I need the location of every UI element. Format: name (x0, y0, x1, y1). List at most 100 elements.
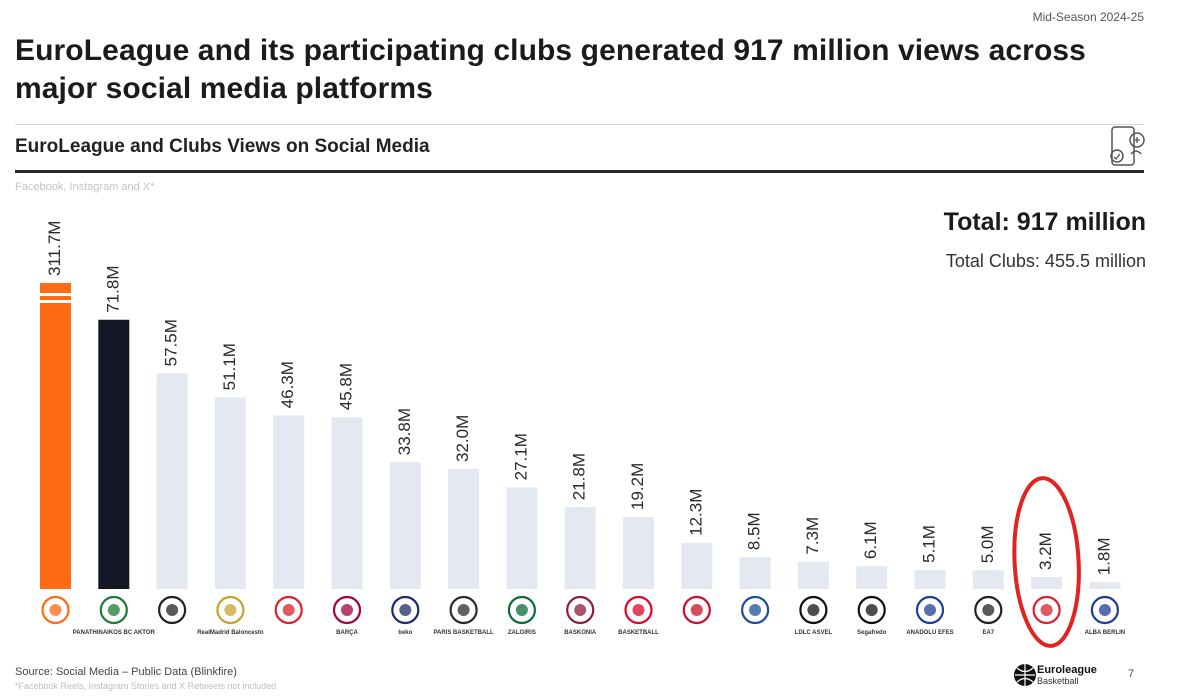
source-note: Source: Social Media – Public Data (Blin… (15, 666, 237, 678)
page-headline: EuroLeague and its participating clubs g… (15, 34, 1086, 105)
header-divider (15, 124, 1144, 125)
fenerbahce-logo-center (399, 604, 412, 616)
bar (331, 417, 363, 589)
real-madrid-logo-icon (216, 595, 245, 625)
data-label: 5.1M (919, 525, 938, 563)
euroleague-logo-icon (41, 595, 70, 625)
baskonia-logo-icon (566, 595, 595, 625)
bar (389, 462, 421, 589)
real-madrid-logo-center (224, 604, 237, 616)
zalgiris-logo-center (515, 604, 528, 616)
logo-caption: beko (398, 630, 412, 636)
bar (914, 569, 946, 589)
bar (214, 397, 246, 589)
bar (797, 561, 829, 589)
logo-caption: EA7 (982, 630, 994, 636)
ea7-logo-icon (974, 595, 1003, 625)
views-bar-chart: 311.7M 71.8M PANATHINAIKOS BC AKTOR 57.5M 51… (40, 221, 1125, 648)
baskonia-logo-center (574, 604, 587, 616)
panathinaikos-logo-center (107, 604, 120, 616)
bar (972, 570, 1004, 589)
asvel-logo-icon (799, 595, 828, 625)
bar (448, 469, 480, 589)
social-media-icon (1110, 126, 1145, 166)
data-label: 45.8M (336, 363, 355, 410)
bar (1089, 582, 1121, 589)
euroleague-logo-icon (1014, 664, 1036, 686)
bayern-logo-center (632, 604, 645, 616)
data-label: 46.3M (278, 361, 297, 408)
virtus-logo-center (865, 604, 878, 616)
data-label: 5.0M (978, 525, 997, 563)
data-label: 57.5M (162, 319, 181, 366)
maccabi-logo-center (749, 604, 762, 616)
olympiacos-logo-center (1040, 604, 1053, 616)
logo-caption: Segafredo (857, 630, 887, 636)
season-label: Mid-Season 2024-25 (1032, 10, 1144, 24)
logo-caption: LDLC ASVEL (795, 630, 833, 636)
bar (564, 507, 596, 589)
fenerbahce-logo-icon (391, 595, 420, 625)
maccabi-logo-icon (740, 595, 770, 625)
bar (40, 283, 71, 589)
efes-logo-icon (915, 595, 945, 625)
zalgiris-logo-icon (507, 595, 537, 625)
data-label: 12.3M (686, 489, 705, 536)
data-label: 32.0M (453, 415, 472, 462)
brand-name: Euroleague (1037, 664, 1097, 676)
bayern-logo-icon (624, 595, 653, 625)
logo-caption: BASKETBALL (618, 630, 659, 636)
data-label: 71.8M (103, 266, 122, 313)
crvena-zvezda-logo-icon (274, 595, 303, 625)
data-label: 21.8M (570, 453, 589, 500)
paris-logo-icon (449, 595, 478, 625)
data-label: 6.1M (861, 521, 880, 559)
bar (156, 373, 188, 589)
crvena-zvezda-logo-center (282, 604, 295, 616)
page-number: 7 (1128, 668, 1135, 680)
axis-break-mark (40, 293, 71, 296)
logo-caption: ANADOLU EFES (906, 630, 953, 636)
monaco-logo-center (690, 604, 703, 616)
logo-caption: BASKONIA (564, 630, 597, 636)
olympiacos-logo-icon (1032, 595, 1061, 625)
bar (856, 566, 888, 589)
logo-caption: BARÇA (336, 630, 358, 636)
logo-caption: ZALGIRIS (508, 630, 536, 636)
data-label: 27.1M (511, 433, 530, 480)
efes-logo-center (924, 604, 936, 616)
bar (623, 517, 654, 589)
axis-break-mark (40, 300, 71, 303)
data-label: 3.2M (1036, 532, 1055, 570)
bar (98, 319, 130, 589)
highlight-circle (1012, 476, 1081, 648)
bar (739, 557, 771, 589)
partizan-logo-center (166, 604, 179, 616)
data-label: 19.2M (628, 463, 647, 510)
data-label: 1.8M (1094, 537, 1113, 575)
panathinaikos-logo-icon (99, 595, 128, 625)
data-label: 7.3M (803, 517, 822, 555)
data-label: 51.1M (220, 343, 239, 390)
barca-logo-center (341, 604, 353, 616)
virtus-logo-icon (857, 595, 886, 625)
monaco-logo-icon (682, 595, 711, 625)
asvel-logo-center (807, 604, 820, 616)
title-underline (15, 170, 1144, 173)
data-label: 311.7M (45, 221, 64, 276)
alba-logo-icon (1090, 595, 1120, 625)
barca-logo-icon (332, 595, 362, 625)
logo-caption: PARIS BASKETBALL (433, 630, 494, 636)
brand-subname: Basketball (1037, 676, 1079, 686)
paris-logo-center (457, 604, 470, 616)
data-label: 33.8M (395, 408, 414, 455)
chart-title: EuroLeague and Clubs Views on Social Med… (15, 136, 430, 157)
total-clubs-views: Total Clubs: 455.5 million (945, 251, 1146, 271)
footnote: *Facebook Reels, Instagram Stories and X… (15, 681, 277, 691)
logo-caption: PANATHINAIKOS BC AKTOR (73, 630, 156, 636)
total-views: Total: 917 million (943, 208, 1146, 236)
euroleague-logo-center (49, 604, 62, 616)
data-label: 8.5M (745, 512, 764, 550)
bar (273, 415, 305, 589)
bar (506, 487, 538, 589)
